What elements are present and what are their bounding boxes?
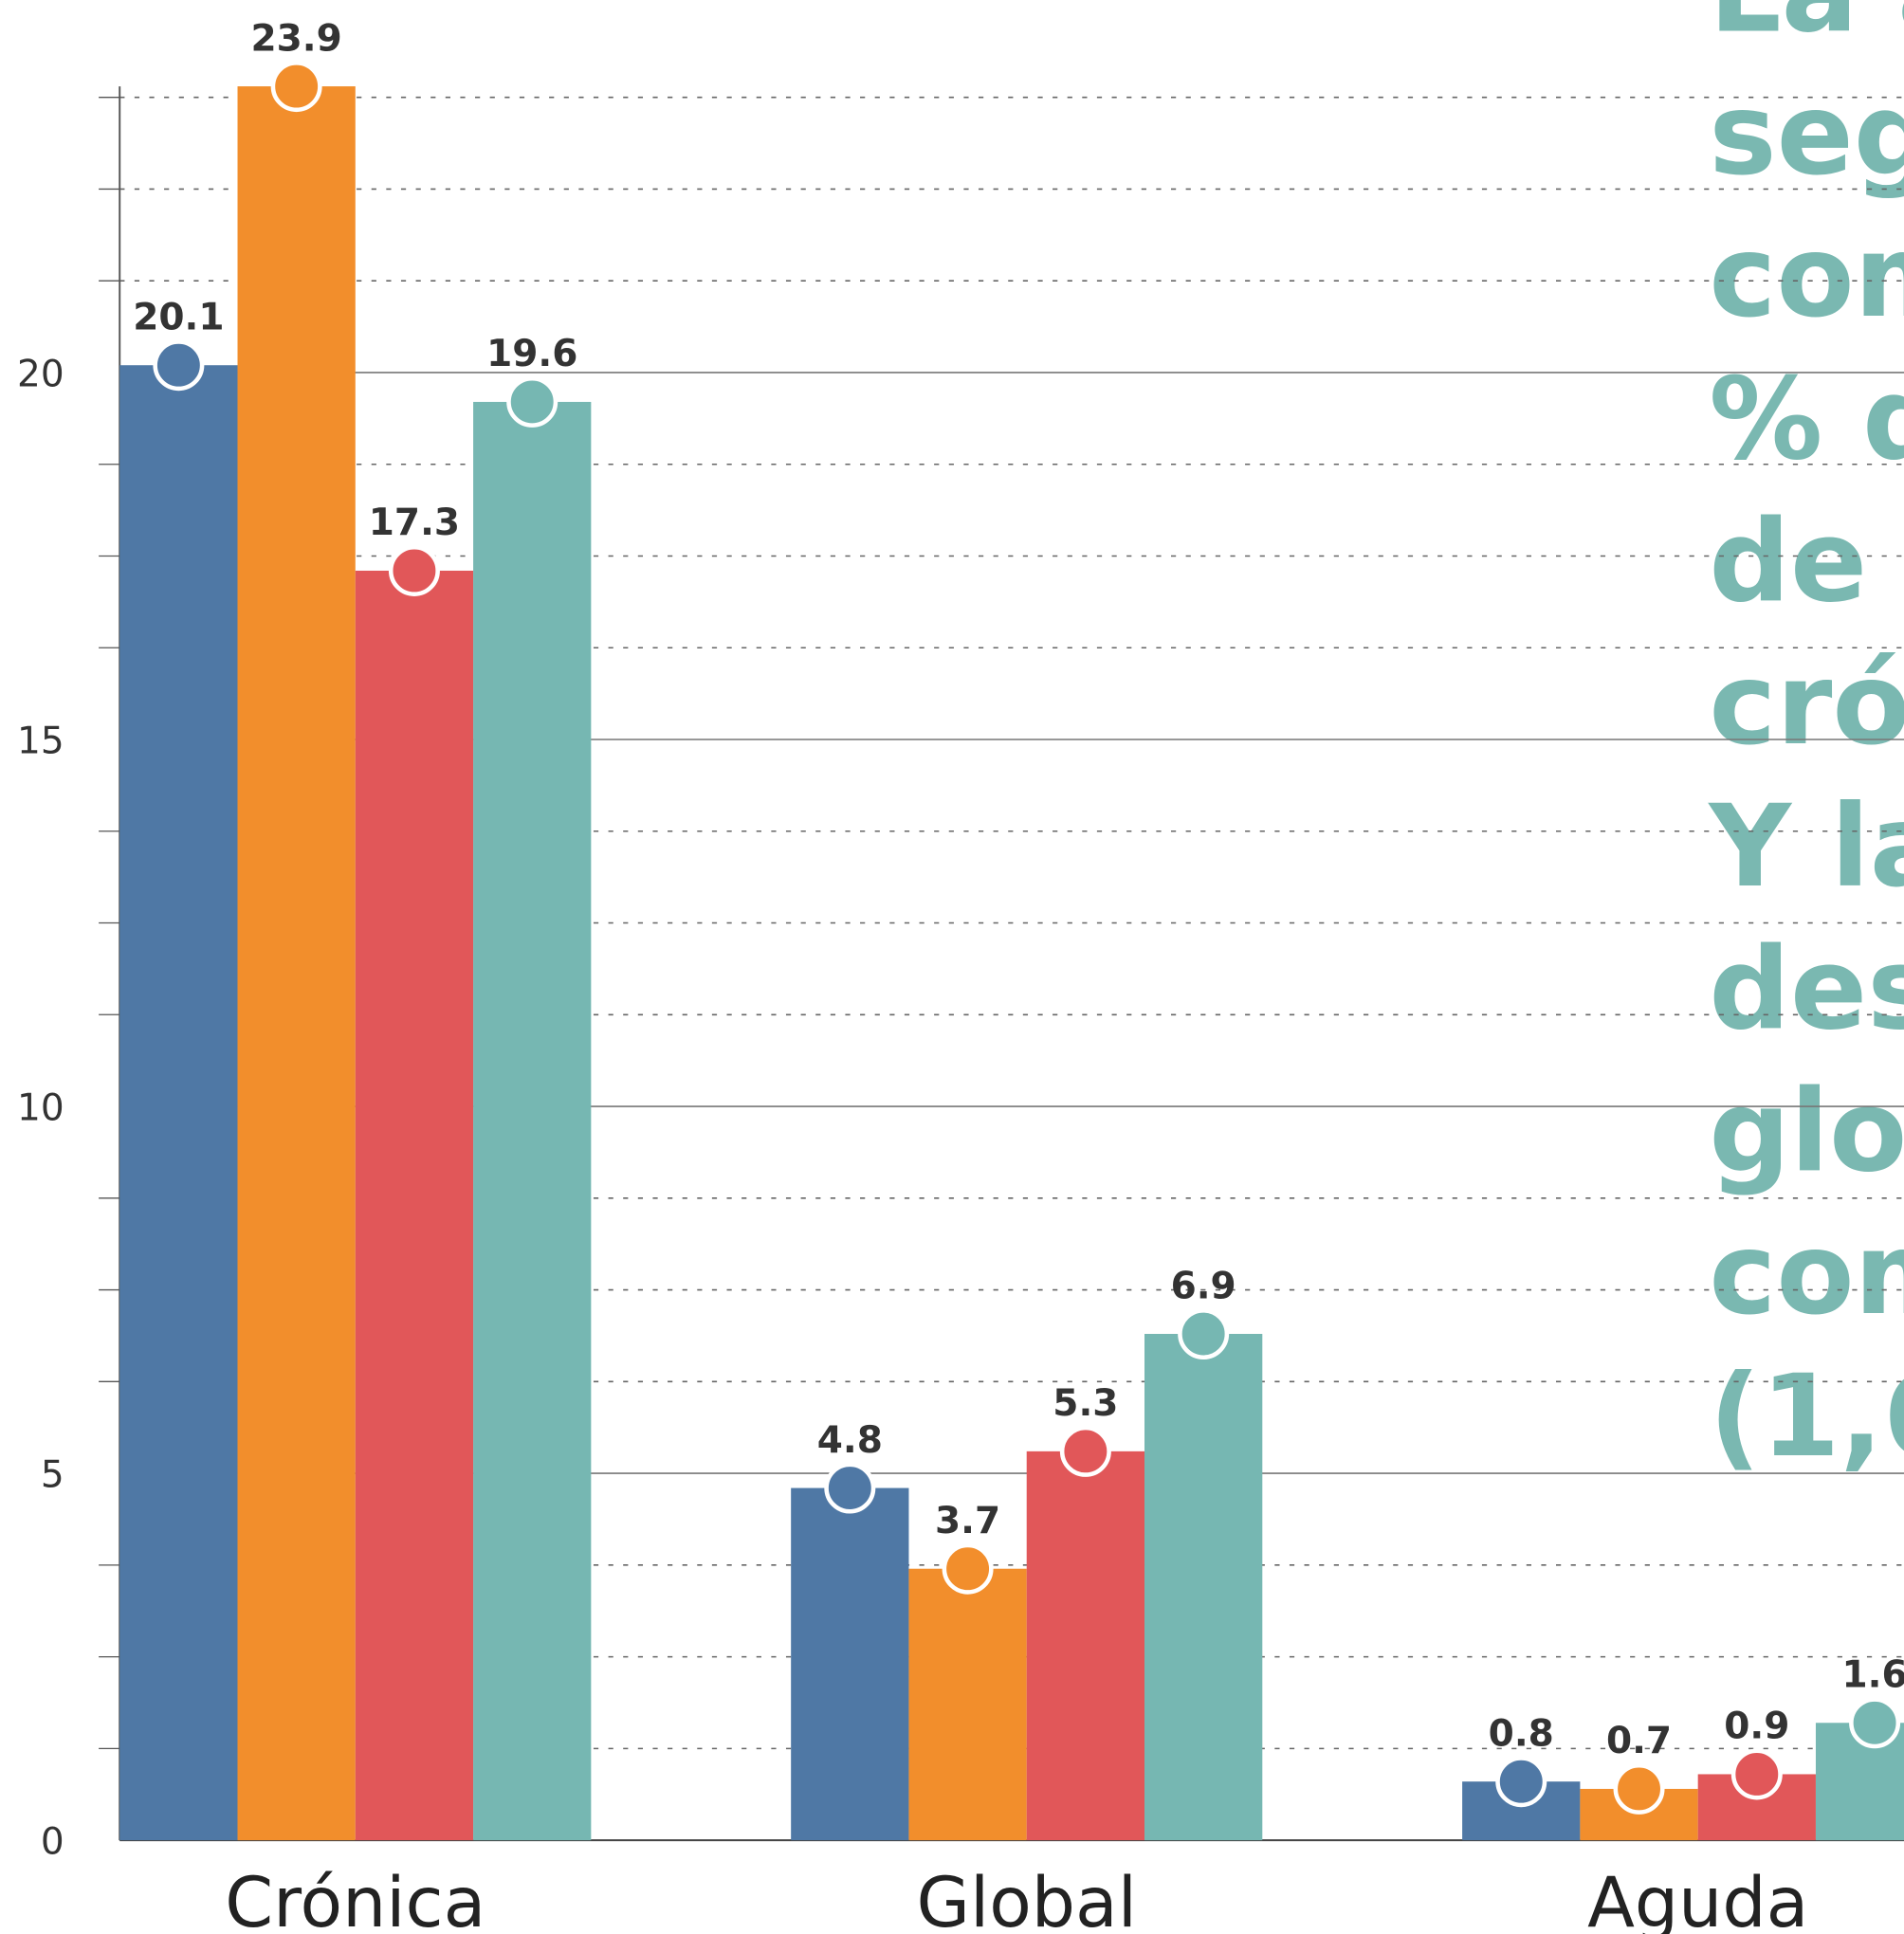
bar-dot xyxy=(270,61,322,113)
bar-dot xyxy=(1059,1425,1111,1477)
annotation-line: com xyxy=(1709,211,1904,343)
annotation-line: glo xyxy=(1709,1067,1904,1198)
bar-dot xyxy=(388,544,440,596)
bar xyxy=(1026,1450,1145,1841)
y-tick-label: 10 xyxy=(17,1086,64,1129)
bar-dot xyxy=(1613,1762,1665,1815)
annotation-line: Y la xyxy=(1707,781,1904,913)
y-tick-label: 15 xyxy=(17,720,64,762)
bar-dot xyxy=(824,1462,876,1514)
bar xyxy=(355,570,474,1841)
bar-dot xyxy=(1849,1697,1901,1749)
y-tick-label: 5 xyxy=(41,1453,64,1496)
bar xyxy=(237,86,356,1841)
value-label: 17.3 xyxy=(369,502,460,544)
annotation-line: de c xyxy=(1709,497,1904,629)
bar-dot xyxy=(1495,1756,1547,1808)
annotation-line: seg xyxy=(1709,69,1904,201)
bar xyxy=(791,1487,909,1841)
bar xyxy=(1144,1334,1263,1841)
x-tick-label: Crónica xyxy=(225,1863,485,1934)
value-label: 1.6 xyxy=(1842,1654,1904,1697)
annotation-line: (1,6 xyxy=(1709,1351,1904,1483)
bar-dot xyxy=(1730,1748,1783,1800)
x-tick-label: Aguda xyxy=(1587,1863,1808,1934)
value-label: 6.9 xyxy=(1171,1265,1236,1307)
bar-dot xyxy=(153,339,205,392)
bar-dot xyxy=(506,375,558,428)
value-label: 0.7 xyxy=(1606,1720,1672,1762)
value-label: 19.6 xyxy=(486,333,577,375)
annotation-line: cró xyxy=(1709,639,1904,771)
annotation-line: % d xyxy=(1709,354,1904,485)
annotation-line: des xyxy=(1709,923,1904,1055)
value-label: 4.8 xyxy=(817,1419,883,1462)
y-tick-label: 20 xyxy=(17,353,64,395)
bar xyxy=(473,401,592,1841)
bar-dot xyxy=(942,1542,994,1595)
bar xyxy=(908,1568,1027,1841)
y-tick-label: 0 xyxy=(41,1820,64,1863)
value-label: 3.7 xyxy=(935,1500,1000,1542)
value-label: 0.9 xyxy=(1724,1706,1789,1748)
bar-dot xyxy=(1178,1308,1230,1360)
x-tick-label: Global xyxy=(917,1863,1137,1934)
annotation-line: com xyxy=(1709,1209,1904,1341)
bar xyxy=(119,365,238,1841)
value-label: 0.8 xyxy=(1489,1712,1554,1755)
value-label: 20.1 xyxy=(133,296,224,338)
value-label: 5.3 xyxy=(1053,1382,1118,1425)
annotation-line: La a xyxy=(1709,0,1904,59)
value-label: 23.9 xyxy=(251,17,342,60)
